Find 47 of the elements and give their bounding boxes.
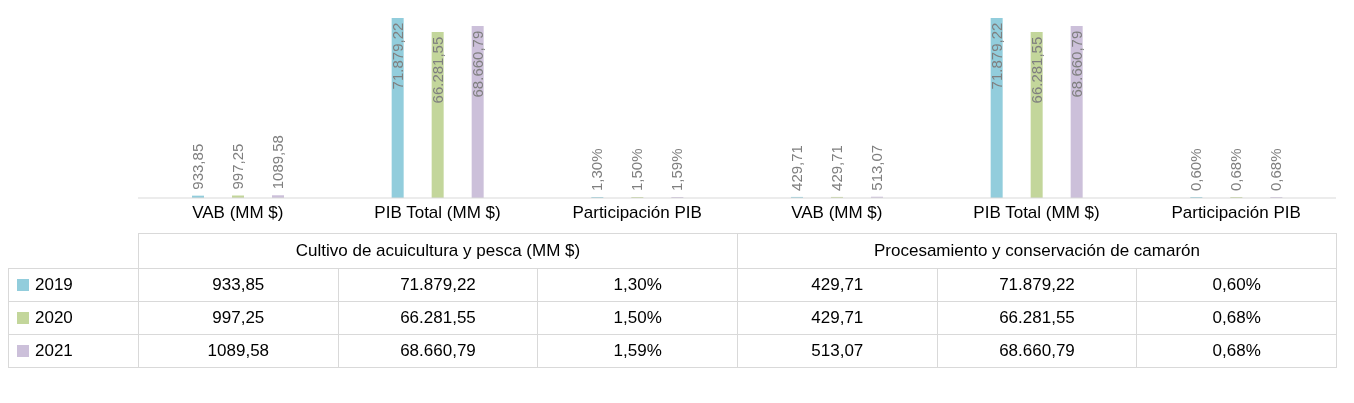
x-tick-label: PIB Total (MM $) <box>374 203 501 223</box>
text: 0,60% <box>1187 148 1205 191</box>
text: 1,50% <box>628 148 646 191</box>
text: 429,71 <box>788 145 805 191</box>
text: 1,30% <box>588 148 606 191</box>
text: 71.879,22 <box>388 22 406 90</box>
x-tick-label: VAB (MM $) <box>791 203 883 223</box>
data-label: 66.281,55 <box>338 301 538 335</box>
data-label: 429,71 <box>737 268 938 302</box>
text: 1,59% <box>668 148 686 191</box>
text: 71.879,22 <box>987 22 1005 90</box>
data-label: 0,60% <box>1136 268 1337 302</box>
legend-label: 2021 <box>35 340 73 361</box>
data-label: 71.879,22 <box>937 268 1137 302</box>
data-label: 933,85 <box>138 268 339 302</box>
legend-label: 2020 <box>35 307 73 328</box>
legend-label: 2019 <box>35 274 73 295</box>
text: Procesamiento y conservación de camarón <box>737 233 1337 269</box>
text: 66.281,55 <box>1027 36 1045 104</box>
data-label: 1,50% <box>537 301 738 335</box>
x-tick-label: Participación PIB <box>572 203 702 223</box>
data-label: 0,68% <box>1136 334 1337 368</box>
text: 66.281,55 <box>428 36 446 104</box>
text: 68.660,79 <box>1067 30 1085 98</box>
text: 513,07 <box>868 144 885 191</box>
x-tick-label: PIB Total (MM $) <box>973 203 1100 223</box>
text: 68.660,79 <box>468 30 486 98</box>
text: 1089,58 <box>269 135 286 190</box>
data-label: 68.660,79 <box>937 334 1137 368</box>
data-label: 513,07 <box>737 334 938 368</box>
text: 933,85 <box>189 143 206 190</box>
text: 997,25 <box>229 143 246 190</box>
data-label: 1,30% <box>537 268 738 302</box>
text: 0,68% <box>1227 148 1245 191</box>
data-label: 997,25 <box>138 301 339 335</box>
text: 429,71 <box>828 145 845 191</box>
data-label: 66.281,55 <box>937 301 1137 335</box>
text: 0,68% <box>1267 148 1285 191</box>
x-tick-label: Participación PIB <box>1171 203 1301 223</box>
data-label: 429,71 <box>737 301 938 335</box>
data-label: 1089,58 <box>138 334 339 368</box>
data-label: 0,68% <box>1136 301 1337 335</box>
text: Cultivo de acuicultura y pesca (MM $) <box>138 233 738 269</box>
x-tick-label: VAB (MM $) <box>192 203 284 223</box>
data-label: 1,59% <box>537 334 738 368</box>
data-label: 71.879,22 <box>338 268 538 302</box>
data-label: 68.660,79 <box>338 334 538 368</box>
